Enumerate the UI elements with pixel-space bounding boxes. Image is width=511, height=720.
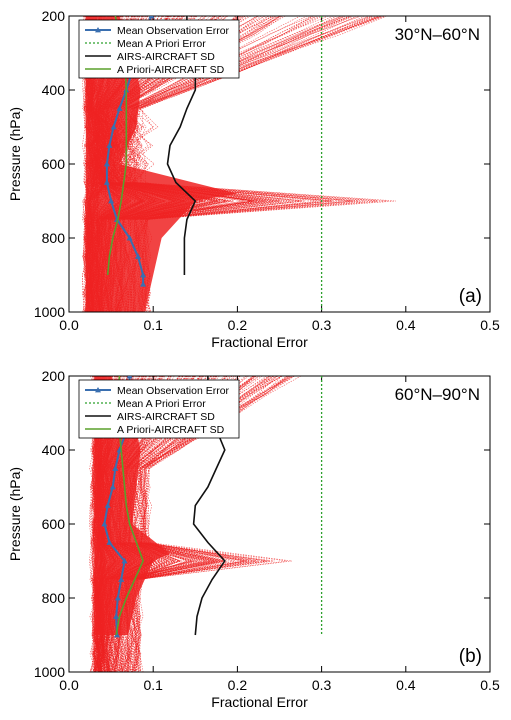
x-tick-label: 0.3 xyxy=(312,317,332,333)
x-axis-label: Fractional Error xyxy=(211,694,308,710)
x-tick-label: 0.2 xyxy=(228,677,248,693)
observation-error-marker xyxy=(109,483,116,490)
observation-error-marker xyxy=(101,520,108,527)
y-tick-label: 800 xyxy=(42,230,66,246)
observation-error-marker xyxy=(114,594,121,601)
observation-error-marker xyxy=(148,16,155,19)
observation-error-marker xyxy=(103,160,110,167)
legend-entry: A Priori-AIRCRAFT SD xyxy=(117,424,225,436)
y-tick-label: 1000 xyxy=(34,664,65,680)
profiles-core xyxy=(94,376,171,635)
observation-error-marker xyxy=(113,216,120,222)
observation-error-marker xyxy=(126,376,133,379)
observation-error-marker xyxy=(104,502,111,508)
y-tick-label: 400 xyxy=(42,442,66,458)
legend-entry: AIRS-AIRCRAFT SD xyxy=(117,411,215,423)
observation-error-marker xyxy=(106,142,113,148)
chart-panel-b: 0.0 0.1 0.2 0.3 0.4 0.5 200 400 600 800 1000 Fracti… xyxy=(7,368,500,710)
region-label: 30°N–60°N xyxy=(395,25,480,44)
legend-entry: Mean Observation Error xyxy=(117,25,230,37)
legend-marker xyxy=(95,387,101,393)
chart-panel-a: 0.0 0.1 0.2 0.3 0.4 0.5 200 400 600 800 1000 Fracti… xyxy=(7,8,500,350)
profiles-core xyxy=(85,16,238,312)
y-tick-label: 400 xyxy=(42,82,66,98)
x-tick-label: 0.4 xyxy=(396,317,416,333)
x-tick-label: 0.4 xyxy=(396,677,416,693)
y-tick-label: 200 xyxy=(42,368,66,384)
y-tick-label: 800 xyxy=(42,590,66,606)
x-axis-label: Fractional Error xyxy=(211,334,308,350)
y-tick-label: 1000 xyxy=(34,304,65,320)
legend-entry: AIRS-AIRCRAFT SD xyxy=(117,51,215,63)
observation-error-marker xyxy=(126,234,133,241)
x-tick-label: 0.5 xyxy=(480,677,500,693)
panel-label: (a) xyxy=(459,286,482,307)
observation-error-marker xyxy=(112,465,119,471)
legend-marker xyxy=(95,27,101,33)
observation-error-marker xyxy=(118,576,125,582)
x-tick-label: 0.5 xyxy=(480,317,500,333)
legend-entry: Mean A Priori Error xyxy=(117,398,206,410)
observation-error-marker xyxy=(140,281,147,287)
x-tick-label: 0.3 xyxy=(312,677,332,693)
x-tick-label: 0.0 xyxy=(59,317,79,333)
observation-error-marker xyxy=(103,179,110,185)
y-tick-label: 600 xyxy=(42,516,66,532)
y-tick-label: 200 xyxy=(42,8,66,24)
observation-error-marker xyxy=(116,105,123,111)
region-label: 60°N–90°N xyxy=(395,385,480,404)
legend-entry: Mean Observation Error xyxy=(117,385,230,397)
y-tick-label: 600 xyxy=(42,156,66,172)
y-axis-label: Pressure (hPa) xyxy=(7,467,23,561)
y-axis-label: Pressure (hPa) xyxy=(7,107,23,201)
observation-error-marker xyxy=(113,613,120,619)
x-tick-label: 0.2 xyxy=(228,317,248,333)
x-tick-label: 0.1 xyxy=(143,317,163,333)
observation-error-marker xyxy=(110,123,117,130)
x-tick-label: 0.1 xyxy=(143,677,163,693)
observation-error-marker xyxy=(108,197,115,204)
panel-label: (b) xyxy=(459,646,482,667)
observation-error-marker xyxy=(140,271,147,278)
observation-error-marker xyxy=(106,539,113,545)
observation-error-marker xyxy=(121,557,128,564)
legend-entry: Mean A Priori Error xyxy=(117,38,206,50)
x-tick-label: 0.0 xyxy=(59,677,79,693)
observation-error-marker xyxy=(135,253,142,259)
legend-entry: A Priori-AIRCRAFT SD xyxy=(117,64,225,76)
